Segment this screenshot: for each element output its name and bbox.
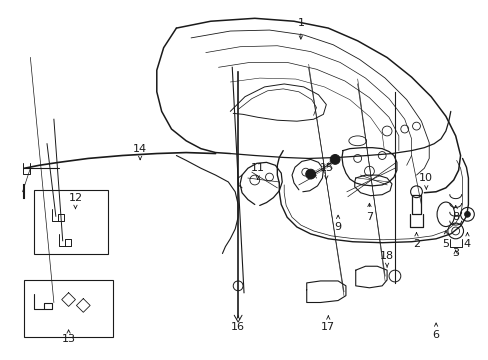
Text: 12: 12 — [68, 193, 82, 208]
FancyBboxPatch shape — [24, 280, 112, 337]
Text: 3: 3 — [451, 248, 458, 258]
Text: 1: 1 — [297, 18, 304, 39]
Ellipse shape — [305, 169, 315, 179]
Text: 8: 8 — [451, 206, 458, 222]
Text: 18: 18 — [379, 251, 393, 267]
Text: 9: 9 — [334, 215, 341, 232]
Text: 5: 5 — [442, 231, 448, 249]
Text: 15: 15 — [319, 163, 333, 179]
Text: 7: 7 — [365, 203, 372, 222]
Text: 10: 10 — [418, 173, 432, 189]
Text: 17: 17 — [321, 316, 335, 332]
Text: 13: 13 — [61, 330, 76, 344]
Text: 16: 16 — [231, 316, 244, 332]
Ellipse shape — [464, 211, 469, 217]
Text: 4: 4 — [463, 233, 470, 249]
FancyBboxPatch shape — [34, 190, 107, 253]
Text: 14: 14 — [133, 144, 147, 159]
Text: 11: 11 — [250, 163, 264, 179]
Ellipse shape — [329, 154, 339, 164]
Text: 6: 6 — [432, 323, 439, 340]
Text: 2: 2 — [412, 233, 419, 249]
